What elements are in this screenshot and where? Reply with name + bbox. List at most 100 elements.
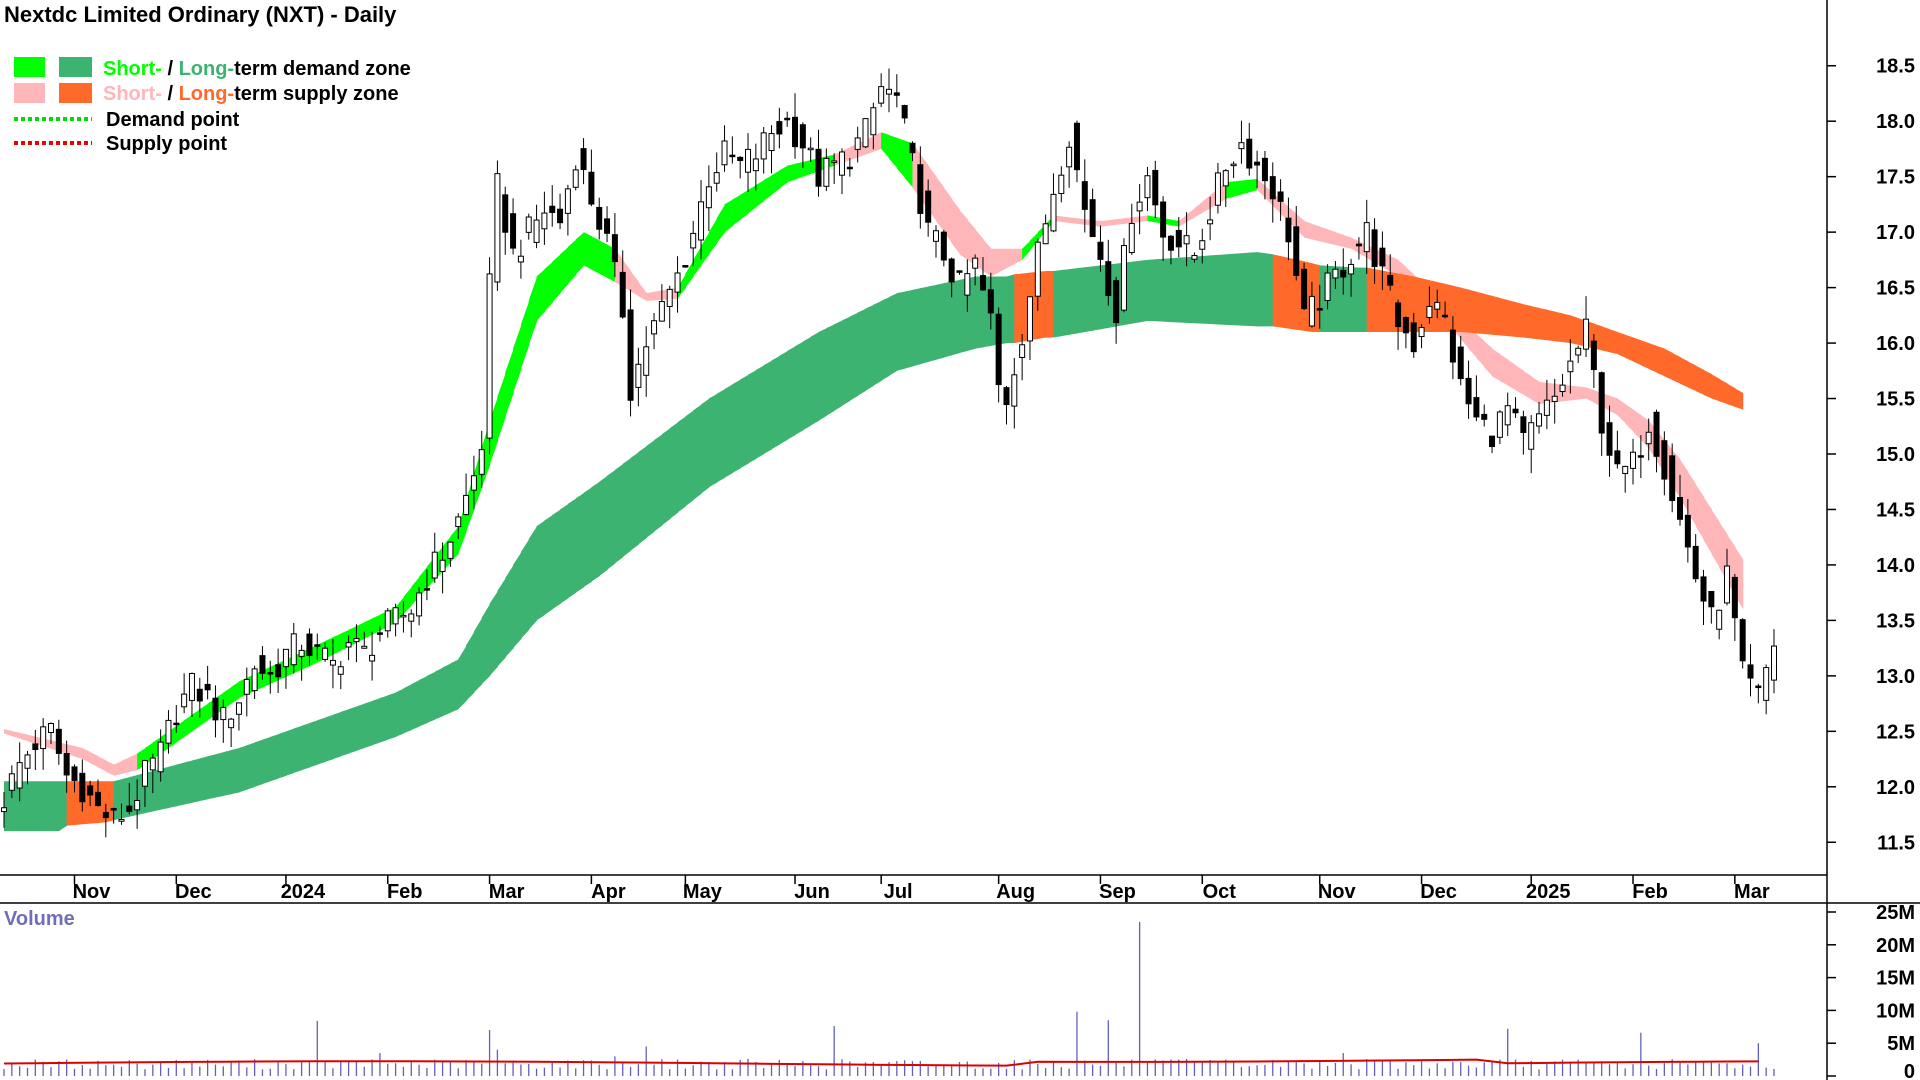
long-term-zone-segment (857, 308, 867, 396)
short-term-zone-segment (1311, 223, 1321, 242)
time-tick-label: May (683, 881, 723, 903)
short-term-zone-segment (1351, 237, 1360, 254)
short-term-zone-segment (701, 232, 710, 266)
price-bar-body (1473, 397, 1480, 418)
long-term-zone-segment (1069, 268, 1078, 335)
price-bar-body (157, 741, 164, 773)
short-term-zone-segment (372, 614, 381, 635)
short-term-zone-segment (982, 239, 992, 277)
price-bar-body (619, 271, 626, 318)
price-bar-body (1763, 667, 1770, 701)
short-term-zone-segment (591, 236, 600, 274)
short-term-zone-segment (1523, 370, 1532, 400)
long-term-zone-segment (661, 428, 671, 526)
volume-tick-label: 15M (1876, 968, 1915, 990)
long-term-zone-segment (1241, 252, 1250, 327)
long-term-zone-segment (1249, 252, 1258, 327)
price-bar-body (846, 166, 853, 170)
long-term-zone-segment (622, 457, 632, 558)
long-term-zone-segment (1366, 267, 1376, 332)
price-bar-body (322, 647, 329, 660)
price-bar-body (1340, 269, 1347, 278)
price-bar-body (1418, 327, 1425, 338)
price-bar-body (886, 88, 892, 95)
short-term-zone-segment (356, 622, 365, 643)
price-bar-body (815, 148, 822, 187)
long-term-zone-segment (677, 416, 686, 513)
long-term-zone-segment (536, 520, 545, 621)
long-term-zone-segment (43, 781, 52, 832)
long-term-zone-segment (1656, 345, 1665, 377)
price-bar-body (948, 258, 955, 283)
price-bar-body (1731, 576, 1738, 619)
price-bar-body (510, 213, 517, 249)
long-term-zone-segment (881, 297, 890, 381)
short-term-zone-segment (583, 232, 592, 270)
price-bar-body (1442, 314, 1449, 318)
price-bar-body (682, 265, 689, 268)
price-bar-body (807, 147, 814, 151)
price-bar-body (47, 722, 54, 734)
price-bar-body (71, 766, 78, 782)
short-term-zone-segment (889, 135, 898, 169)
price-bar-body (604, 218, 611, 234)
long-term-zone-segment (19, 781, 29, 832)
long-term-zone-segment (473, 617, 483, 693)
long-term-zone-segment (11, 781, 21, 832)
long-term-zone-segment (1053, 270, 1062, 338)
price-bar-body (1520, 416, 1527, 434)
long-term-zone-segment (614, 463, 624, 564)
price-bar-body (502, 194, 509, 233)
short-term-zone-segment (27, 734, 36, 744)
price-bar-body (1144, 175, 1151, 199)
price-bar-body (1575, 347, 1582, 356)
short-term-zone-segment (1296, 214, 1305, 238)
short-term-zone-segment (419, 566, 428, 597)
price-bar-body (1019, 344, 1026, 358)
price-bar-body (995, 313, 1002, 386)
long-term-zone-segment (1421, 278, 1430, 332)
short-term-zone-segment (646, 291, 655, 301)
legend-supply-separator: / (162, 83, 179, 105)
price-bar-body (353, 638, 360, 643)
short-term-zone-segment (1319, 226, 1329, 244)
price-bar-body (1496, 411, 1503, 438)
price-bar-body (408, 613, 415, 622)
short-term-zone-segment (1100, 220, 1109, 227)
long-term-zone-segment (332, 711, 342, 760)
price-bar-body (1042, 223, 1049, 245)
long-term-zone-segment (325, 714, 334, 762)
price-bar-body (1724, 565, 1731, 604)
price-bar-body (956, 270, 963, 273)
price-bar-body (596, 206, 603, 230)
price-tick-label: 14.5 (1876, 499, 1915, 521)
price-bar-body (651, 320, 658, 335)
long-term-zone-segment (434, 667, 444, 720)
price-bar-body (1348, 263, 1355, 275)
price-bar-body (384, 610, 391, 632)
price-bar-body (212, 697, 219, 721)
long-term-zone-segment (889, 293, 898, 376)
price-bar-body (541, 212, 548, 230)
long-term-zone-segment (1186, 256, 1196, 324)
price-bar-body (823, 157, 830, 187)
short-term-zone-segment (630, 270, 639, 297)
long-term-zone-segment (1210, 254, 1219, 325)
price-tick-label: 18.5 (1876, 56, 1915, 78)
short-term-zone-segment (567, 239, 577, 284)
short-term-zone-segment (896, 137, 906, 179)
long-term-zone-segment (795, 341, 804, 435)
short-term-zone-segment (1507, 359, 1517, 391)
long-term-zone-segment (1492, 295, 1501, 336)
price-tick-label: 18.0 (1876, 111, 1915, 133)
long-term-zone-segment (35, 781, 44, 832)
volume-tick-label: 20M (1876, 935, 1915, 957)
short-term-zone-segment (873, 132, 882, 152)
price-bar-body (1355, 243, 1362, 247)
long-term-zone-segment (223, 750, 232, 796)
short-term-zone-segment (1531, 376, 1540, 405)
long-term-zone-segment (254, 739, 264, 787)
long-term-zone-segment (896, 291, 906, 371)
short-term-zone-segment (1468, 326, 1477, 358)
short-term-zone-segment (1288, 206, 1297, 230)
